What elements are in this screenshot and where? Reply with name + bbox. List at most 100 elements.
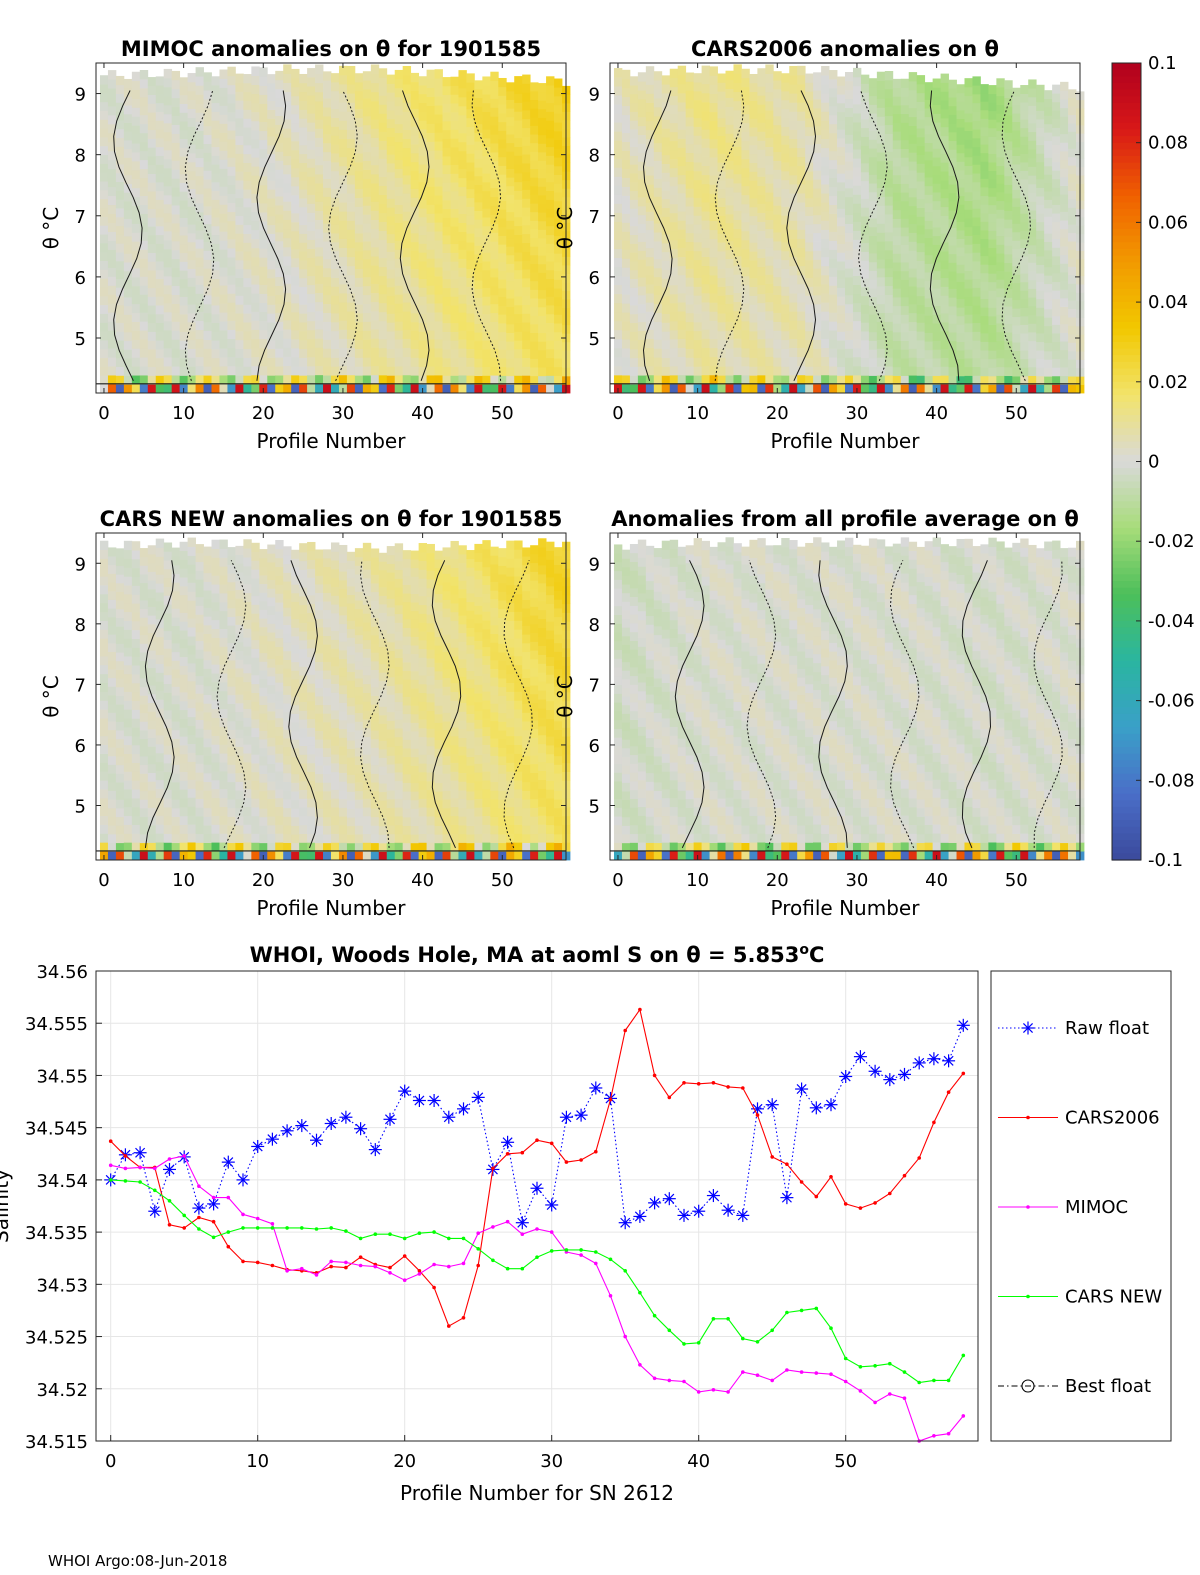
heatmap-cell bbox=[829, 123, 838, 134]
heatmap-cell bbox=[442, 243, 451, 253]
heatmap-cell bbox=[426, 258, 435, 268]
heatmap-cell bbox=[131, 107, 141, 117]
heatmap-cell bbox=[283, 383, 292, 394]
heatmap-cell bbox=[554, 183, 563, 193]
heatmap-cell bbox=[243, 109, 252, 119]
heatmap-cell bbox=[661, 313, 671, 323]
heatmap-cell bbox=[291, 203, 300, 214]
heatmap-cell bbox=[147, 667, 157, 677]
heatmap-cell bbox=[171, 124, 181, 134]
heatmap-cell bbox=[908, 348, 918, 358]
heatmap-cell bbox=[1052, 350, 1061, 360]
heatmap-cell bbox=[99, 357, 109, 367]
heatmap-cell bbox=[916, 304, 926, 314]
heatmap-cell bbox=[370, 64, 380, 74]
heatmap-cell bbox=[139, 730, 149, 740]
heatmap-cell bbox=[474, 288, 483, 298]
heatmap-cell bbox=[147, 208, 157, 218]
heatmap-cell bbox=[805, 295, 814, 305]
heatmap-cell bbox=[645, 66, 655, 76]
heatmap-cell bbox=[474, 314, 483, 324]
heatmap-cell bbox=[187, 788, 196, 798]
heatmap-cell bbox=[123, 305, 133, 315]
heatmap-cell bbox=[1004, 201, 1013, 211]
heatmap-cell bbox=[514, 313, 523, 323]
heatmap-cell bbox=[107, 582, 117, 592]
heatmap-cell bbox=[458, 141, 467, 152]
heatmap-cell bbox=[709, 138, 718, 149]
heatmap-cell bbox=[458, 204, 467, 215]
heatmap-cell bbox=[171, 142, 181, 152]
heatmap-cell bbox=[797, 183, 806, 194]
heatmap-cell bbox=[378, 194, 388, 204]
heatmap-cell bbox=[107, 348, 117, 358]
heatmap-cell bbox=[813, 268, 822, 278]
heatmap-cell bbox=[466, 206, 475, 216]
heatmap-cell bbox=[876, 268, 886, 278]
heatmap-cell bbox=[203, 188, 212, 198]
heatmap-xlabel: Profile Number bbox=[771, 429, 921, 453]
heatmap-cell bbox=[195, 781, 204, 791]
heatmap-cell bbox=[972, 331, 981, 341]
heatmap-cell bbox=[1036, 119, 1045, 128]
heatmap-cell bbox=[522, 269, 531, 279]
heatmap-cell bbox=[331, 268, 340, 278]
heatmap-cell bbox=[187, 144, 196, 154]
heatmap-cell bbox=[538, 298, 547, 308]
heatmap-cell bbox=[956, 315, 965, 325]
heatmap-cell bbox=[661, 110, 671, 120]
heatmap-cell bbox=[733, 383, 742, 394]
heatmap-cell bbox=[884, 339, 894, 349]
heatmap-cell bbox=[291, 284, 300, 295]
heatmap-cell bbox=[203, 214, 212, 225]
heatmap-cell bbox=[852, 131, 862, 141]
heatmap-cell bbox=[450, 322, 459, 332]
heatmap-cell bbox=[1052, 273, 1061, 283]
heatmap-cell bbox=[498, 174, 507, 184]
heatmap-cell bbox=[315, 164, 324, 175]
heatmap-cell bbox=[323, 205, 332, 215]
heatmap-cell bbox=[259, 293, 268, 303]
heatmap-cell bbox=[115, 225, 125, 235]
heatmap-cell bbox=[677, 192, 687, 203]
heatmap-cell bbox=[163, 212, 173, 223]
heatmap-cell bbox=[653, 232, 663, 242]
heatmap-cell bbox=[717, 304, 726, 314]
heatmap-cell bbox=[115, 712, 125, 722]
heatmap-cell bbox=[868, 165, 878, 175]
heatmap-cell bbox=[99, 567, 109, 577]
heatmap-cell bbox=[845, 366, 854, 376]
heatmap-cell bbox=[402, 229, 412, 239]
heatmap-cell bbox=[514, 322, 523, 332]
heatmap-cell bbox=[490, 152, 499, 162]
heatmap-cell bbox=[275, 151, 284, 161]
heatmap-cell bbox=[131, 789, 141, 799]
heatmap-cell bbox=[410, 197, 420, 207]
heatmap-cell bbox=[554, 314, 563, 324]
heatmap-cell bbox=[171, 608, 181, 618]
heatmap-cell bbox=[749, 109, 758, 119]
heatmap-cell bbox=[653, 142, 663, 153]
heatmap-cell bbox=[115, 695, 125, 705]
heatmap-cell bbox=[442, 340, 451, 350]
heatmap-cell bbox=[956, 307, 965, 317]
heatmap-cell bbox=[868, 261, 878, 271]
heatmap-cell bbox=[394, 321, 404, 331]
contour-line bbox=[113, 90, 143, 382]
heatmap-cell bbox=[482, 76, 491, 86]
heatmap-cell bbox=[940, 348, 949, 358]
heatmap-cell bbox=[323, 375, 332, 385]
heatmap-cell bbox=[251, 175, 260, 185]
heatmap-cell bbox=[900, 331, 910, 342]
heatmap-cell bbox=[821, 265, 830, 276]
heatmap-cell bbox=[123, 594, 133, 604]
heatmap-cell bbox=[107, 366, 117, 376]
heatmap-cell bbox=[203, 366, 212, 376]
heatmap-cell bbox=[546, 120, 555, 130]
heatmap-cell bbox=[251, 148, 260, 158]
heatmap-cell bbox=[1012, 231, 1021, 241]
heatmap-cell bbox=[139, 357, 149, 367]
heatmap-cell bbox=[171, 669, 181, 679]
heatmap-cell bbox=[693, 215, 703, 225]
